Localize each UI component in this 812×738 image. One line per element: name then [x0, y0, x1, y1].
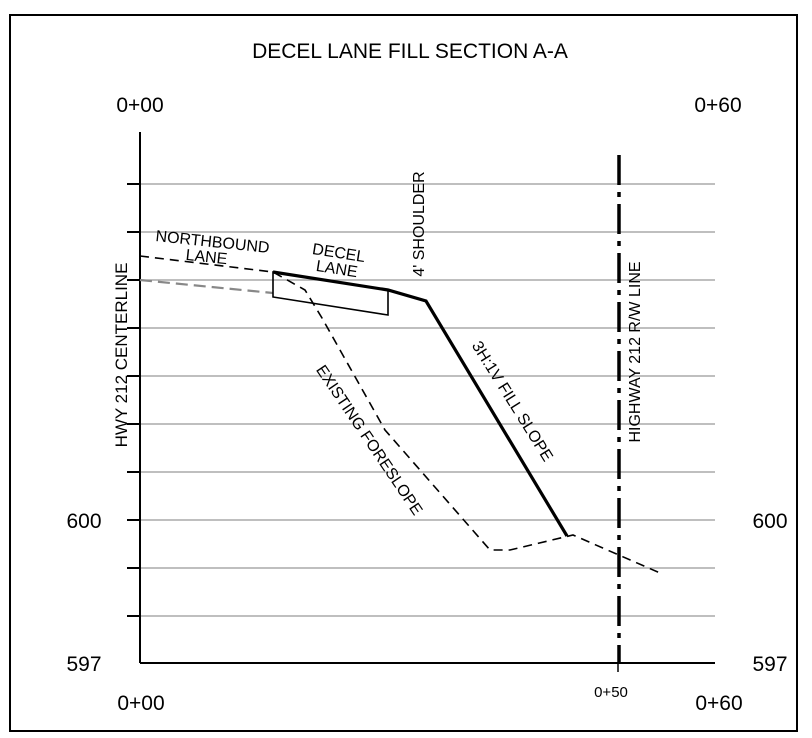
station-bottom-mid: 0+50 [594, 684, 628, 701]
northbound-label-line2: LANE [185, 247, 228, 268]
drawing-title: DECEL LANE FILL SECTION A-A [252, 40, 568, 63]
decel-lane-pavement [272, 271, 389, 316]
elev-right-600: 600 [752, 510, 787, 533]
proposed-section-line [272, 270, 569, 537]
station-bottom-left: 0+00 [117, 692, 164, 715]
elev-right-597: 597 [752, 653, 787, 676]
shoulder-label: 4' SHOULDER [411, 171, 428, 276]
elev-left-600: 600 [66, 510, 101, 533]
existing-ground-line [139, 255, 661, 574]
station-bottom-right: 0+60 [695, 692, 742, 715]
centerline-label: HWY 212 CENTERLINE [112, 263, 131, 448]
decel-label-line2: LANE [315, 258, 359, 281]
station-top-right: 0+60 [694, 94, 741, 117]
station-top-left: 0+00 [116, 94, 163, 117]
left-axis [127, 132, 141, 663]
existing-surface-grey [139, 278, 274, 295]
elev-left-597: 597 [66, 653, 101, 676]
existing-foreslope-label: EXISTING FORESLOPE [312, 362, 425, 518]
row-line-label: HIGHWAY 212 R/W LINE [627, 261, 644, 442]
